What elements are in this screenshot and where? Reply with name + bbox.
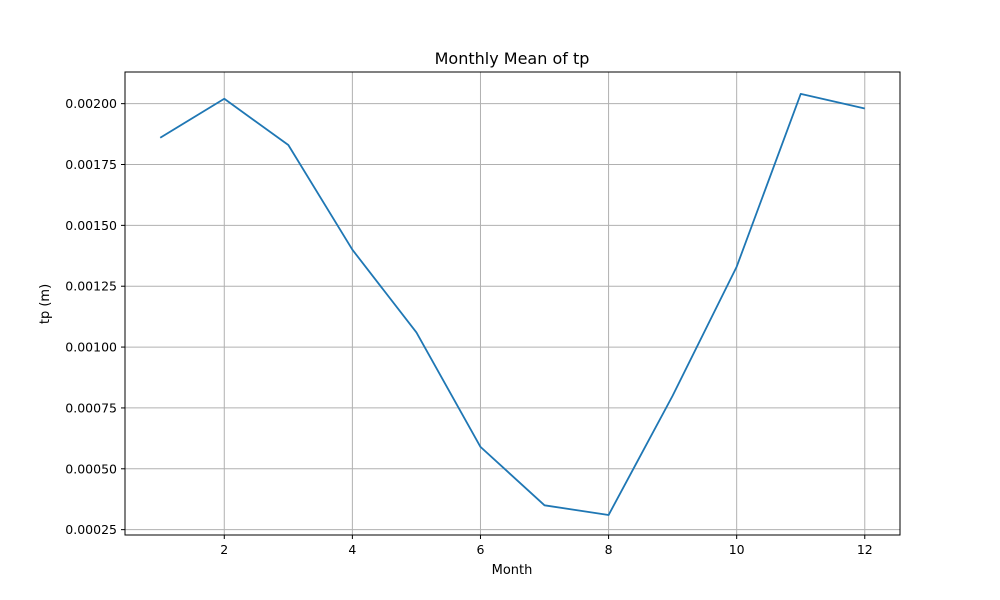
x-tick-label: 4 <box>348 542 356 557</box>
series-layer <box>159 93 865 516</box>
chart-title: Monthly Mean of tp <box>435 49 590 68</box>
x-tick-label: 12 <box>857 542 873 557</box>
x-tick-label: 8 <box>605 542 613 557</box>
y-axis: 0.00025 0.00050 0.00075 0.00100 0.00125 0.001… <box>65 96 125 537</box>
x-tick-label: 10 <box>729 542 745 557</box>
x-tick-label: 6 <box>476 542 484 557</box>
y-tick-label: 0.00150 <box>65 218 117 233</box>
y-axis-label: tp (m) <box>38 284 53 324</box>
y-tick-label: 0.00025 <box>65 522 117 537</box>
y-tick-label: 0.00100 <box>65 340 117 355</box>
grid-layer <box>125 72 900 535</box>
y-tick-label: 0.00175 <box>65 157 117 172</box>
y-tick-label: 0.00125 <box>65 279 117 294</box>
y-tick-label: 0.00050 <box>65 461 117 476</box>
y-tick-label: 0.00075 <box>65 400 117 415</box>
y-tick-label: 0.00200 <box>65 96 117 111</box>
x-axis: 2 4 6 8 10 12 <box>220 535 873 557</box>
plot-frame <box>124 71 901 536</box>
x-tick-label: 2 <box>220 542 228 557</box>
x-axis-label: Month <box>492 563 533 578</box>
series-line <box>159 93 865 516</box>
